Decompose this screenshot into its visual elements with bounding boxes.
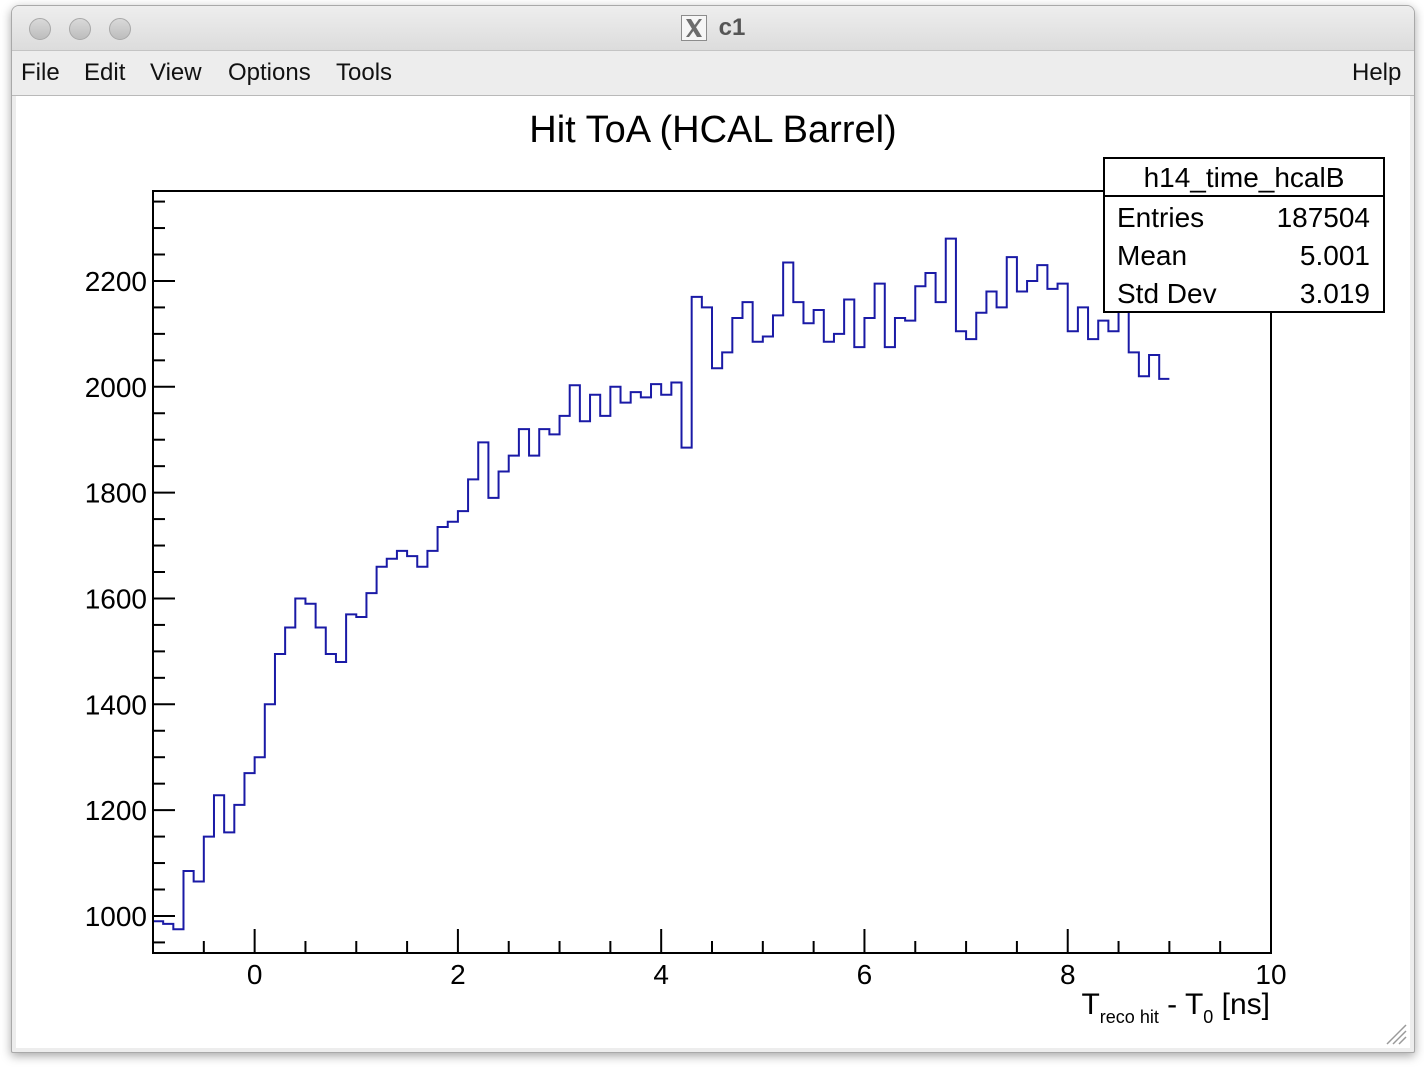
y-tick-label: 2000 xyxy=(85,372,147,403)
plot-canvas[interactable]: Hit ToA (HCAL Barrel) 1000 1200 1400 1600 18… xyxy=(16,96,1410,1048)
histogram-plot: Hit ToA (HCAL Barrel) 1000 1200 1400 1600 18… xyxy=(85,109,1407,1045)
x-tick-label: 8 xyxy=(1060,959,1076,990)
menu-view[interactable]: View xyxy=(150,59,202,86)
stats-entries-value: 187504 xyxy=(1277,202,1370,233)
menu-tools[interactable]: Tools xyxy=(336,59,393,86)
y-tick-label: 1600 xyxy=(85,583,147,614)
stats-mean-value: 5.001 xyxy=(1300,240,1370,271)
stats-stddev-label: Std Dev xyxy=(1117,278,1217,309)
menu-edit[interactable]: Edit xyxy=(84,59,126,86)
x-tick-label: 10 xyxy=(1255,959,1286,990)
menu-file[interactable]: File xyxy=(21,59,60,86)
window-title: c1 xyxy=(718,14,746,41)
stats-mean-label: Mean xyxy=(1117,240,1187,271)
y-tick-label: 1800 xyxy=(85,478,147,509)
menu-options[interactable]: Options xyxy=(228,59,311,86)
x11-icon xyxy=(680,15,707,41)
x-tick-label: 6 xyxy=(857,959,873,990)
stats-box[interactable]: h14_time_hcalB Entries 187504 Mean 5.001… xyxy=(1103,157,1385,313)
stats-title: h14_time_hcalB xyxy=(1144,162,1345,193)
chart-title: Hit ToA (HCAL Barrel) xyxy=(529,109,896,151)
resize-grip-icon[interactable] xyxy=(1386,1024,1407,1045)
y-tick-label: 1000 xyxy=(85,901,147,932)
y-tick-label: 1400 xyxy=(85,689,147,720)
x-tick-label: 0 xyxy=(247,959,263,990)
x-tick-label: 4 xyxy=(653,959,669,990)
stats-entries-label: Entries xyxy=(1117,202,1204,233)
x-tick-label: 2 xyxy=(450,959,466,990)
histogram-series xyxy=(153,237,1170,931)
y-tick-label: 2200 xyxy=(85,266,147,297)
menu-bar: File Edit View Options Tools Help xyxy=(12,51,1414,96)
y-tick-label: 1200 xyxy=(85,795,147,826)
x-axis-label: Treco hit - T0 [ns] xyxy=(1081,988,1270,1027)
title-bar: c1 xyxy=(12,6,1414,51)
stats-stddev-value: 3.019 xyxy=(1300,278,1370,309)
menu-help[interactable]: Help xyxy=(1352,59,1402,86)
minimize-window-button[interactable] xyxy=(69,18,91,40)
root-canvas-window: c1 File Edit View Options Tools Help Hit… xyxy=(11,5,1415,1053)
close-window-button[interactable] xyxy=(29,18,51,40)
zoom-window-button[interactable] xyxy=(109,18,131,40)
